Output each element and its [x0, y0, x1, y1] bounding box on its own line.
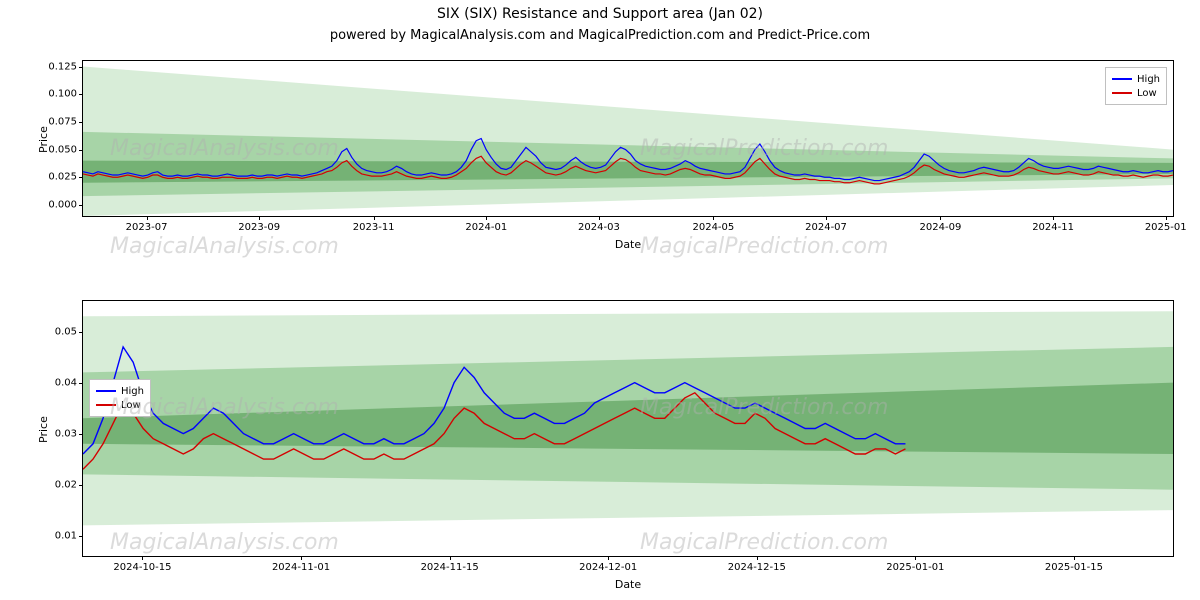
y-tick-label: 0.05: [55, 326, 77, 337]
y-tick-label: 0.000: [48, 199, 77, 210]
legend-swatch: [96, 390, 116, 392]
y-tick-label: 0.025: [48, 172, 77, 183]
figure-root: SIX (SIX) Resistance and Support area (J…: [0, 0, 1200, 600]
x-tick-label: 2025-01-01: [886, 562, 944, 573]
legend-item: Low: [96, 398, 144, 412]
x-tick-label: 2024-11: [1032, 222, 1074, 233]
x-tick-label: 2024-10-15: [113, 562, 171, 573]
y-tick-label: 0.050: [48, 144, 77, 155]
x-axis-label: Date: [83, 578, 1173, 591]
legend-swatch: [1112, 92, 1132, 94]
y-axis-label: Price: [37, 416, 50, 443]
chart-svg: [83, 301, 1173, 556]
x-tick-label: 2024-12-15: [728, 562, 786, 573]
x-tick-label: 2024-09: [920, 222, 962, 233]
legend-label: High: [121, 386, 144, 397]
x-axis-label: Date: [83, 238, 1173, 251]
legend-label: Low: [121, 400, 141, 411]
x-tick-label: 2024-07: [805, 222, 847, 233]
y-tick-label: 0.04: [55, 377, 77, 388]
x-tick-label: 2024-01: [465, 222, 507, 233]
y-tick-label: 0.01: [55, 530, 77, 541]
chart-panel-bottom: 0.010.020.030.040.052024-10-152024-11-01…: [82, 300, 1174, 557]
legend-item: Low: [1112, 86, 1160, 100]
y-tick-label: 0.125: [48, 61, 77, 72]
y-tick-label: 0.03: [55, 428, 77, 439]
legend-swatch: [1112, 78, 1132, 80]
x-tick-label: 2024-12-01: [579, 562, 637, 573]
figure-subtitle: powered by MagicalAnalysis.com and Magic…: [0, 28, 1200, 43]
x-tick-label: 2025-01-15: [1045, 562, 1103, 573]
legend-item: High: [96, 384, 144, 398]
x-tick-label: 2025-01: [1145, 222, 1187, 233]
legend-label: Low: [1137, 88, 1157, 99]
legend-label: High: [1137, 74, 1160, 85]
y-tick-label: 0.100: [48, 89, 77, 100]
x-tick-label: 2023-11: [353, 222, 395, 233]
chart-panel-top: 0.0000.0250.0500.0750.1000.1252023-07202…: [82, 60, 1174, 217]
legend: High Low: [1105, 67, 1167, 105]
y-tick-label: 0.075: [48, 116, 77, 127]
x-tick-label: 2024-05: [692, 222, 734, 233]
x-tick-label: 2024-11-15: [421, 562, 479, 573]
legend-item: High: [1112, 72, 1160, 86]
y-axis-label: Price: [37, 126, 50, 153]
x-tick-label: 2024-03: [578, 222, 620, 233]
legend-swatch: [96, 404, 116, 406]
chart-svg: [83, 61, 1173, 216]
y-tick-label: 0.02: [55, 479, 77, 490]
x-tick-label: 2023-07: [126, 222, 168, 233]
figure-title: SIX (SIX) Resistance and Support area (J…: [0, 6, 1200, 22]
x-tick-label: 2023-09: [238, 222, 280, 233]
x-tick-label: 2024-11-01: [272, 562, 330, 573]
legend: High Low: [89, 379, 151, 417]
